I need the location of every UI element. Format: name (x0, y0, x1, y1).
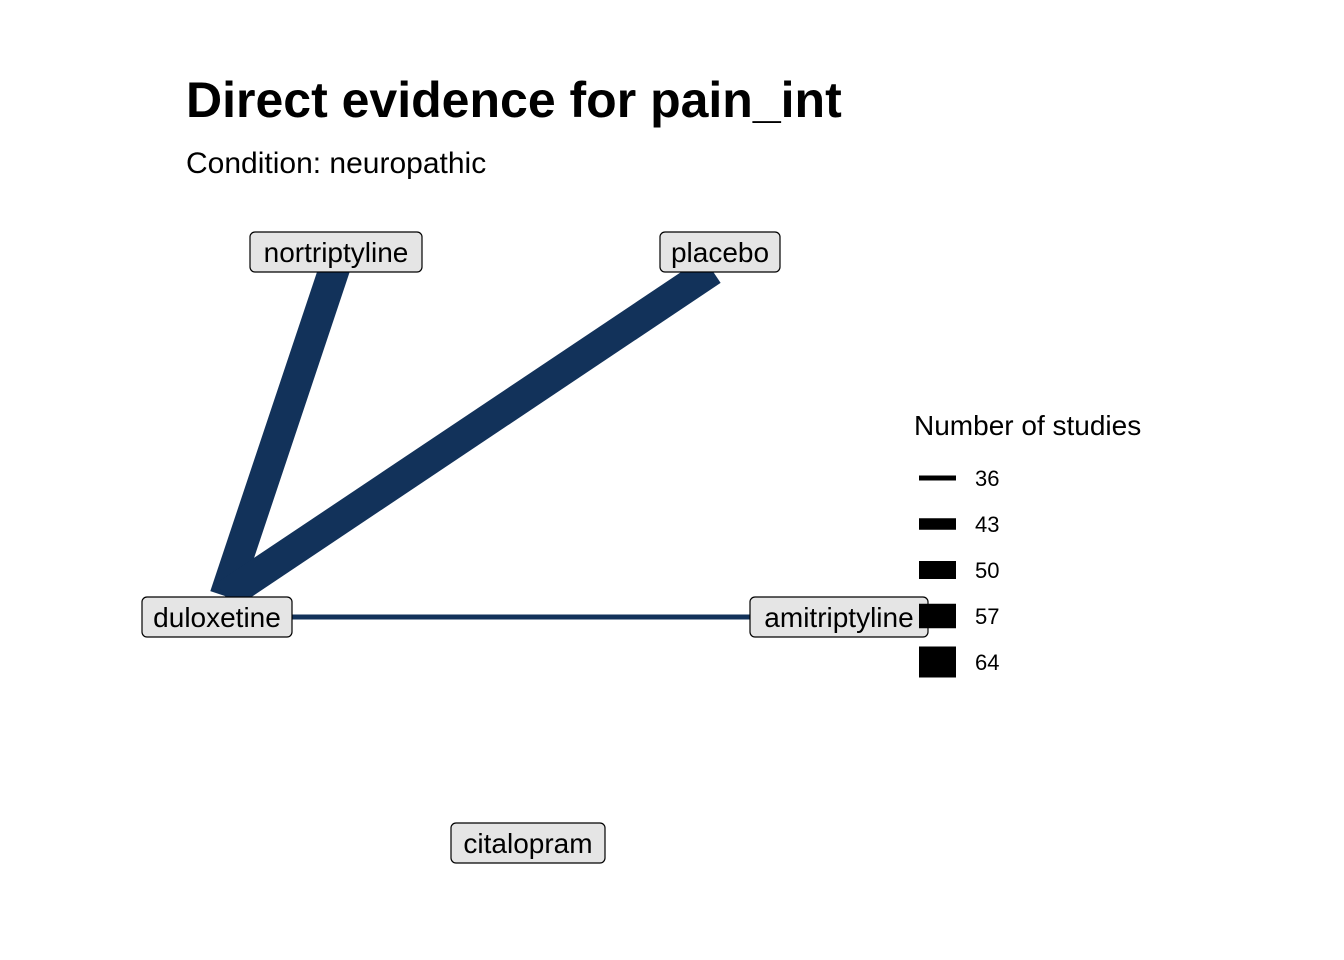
legend-key (919, 603, 956, 629)
legend-label: 36 (975, 466, 999, 491)
legend-label: 43 (975, 512, 999, 537)
legend-item: 36 (919, 466, 999, 491)
legend-key (919, 646, 956, 678)
legend-label: 64 (975, 650, 999, 675)
edge-duloxetine-nortriptyline (210, 259, 351, 601)
node-box (141, 596, 293, 638)
node-placebo: placebo (659, 231, 781, 273)
legend-key (919, 475, 956, 481)
node-box (659, 231, 781, 273)
legend-item: 50 (919, 558, 999, 583)
legend-title: Number of studies (914, 410, 1141, 441)
node-citalopram: citalopram (450, 822, 606, 864)
edges-layer (210, 257, 760, 620)
node-label: amitriptyline (764, 602, 913, 633)
node-label: nortriptyline (264, 237, 409, 268)
legend-item: 64 (919, 646, 999, 678)
legend-label: 50 (975, 558, 999, 583)
legend-item: 57 (919, 603, 999, 629)
node-box (249, 231, 423, 273)
nodes-layer: nortriptyline placebo duloxetine amitriptyl… (141, 231, 929, 864)
node-label: citalopram (463, 828, 592, 859)
node-duloxetine: duloxetine (141, 596, 293, 638)
legend-label: 57 (975, 604, 999, 629)
legend-item: 43 (919, 512, 999, 537)
chart-subtitle: Condition: neuropathic (186, 147, 487, 180)
node-nortriptyline: nortriptyline (249, 231, 423, 273)
chart-title: Direct evidence for pain_int (186, 72, 842, 128)
node-box (450, 822, 606, 864)
node-amitriptyline: amitriptyline (749, 596, 929, 638)
node-label: placebo (671, 237, 769, 268)
legend-key (919, 518, 956, 530)
legend-key (919, 561, 956, 579)
legend: Number of studies 36 43 50 57 64 (914, 410, 1141, 678)
node-label: duloxetine (153, 602, 281, 633)
edge-duloxetine-placebo (216, 257, 721, 609)
